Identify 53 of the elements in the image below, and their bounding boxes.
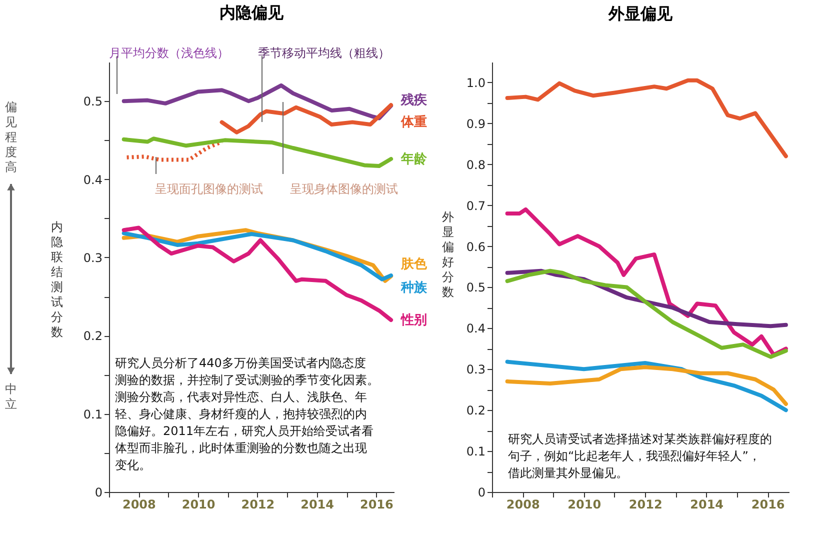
line-series — [505, 360, 788, 412]
line-series — [122, 83, 394, 120]
y-tick-label: 0.8 — [466, 158, 486, 172]
series-label: 年龄 — [400, 152, 428, 167]
annotation: 呈现面孔图像的测试 — [155, 182, 263, 196]
text: 偏见程度高 — [5, 100, 17, 174]
annotation: 研究人员请受试者选择描述对某类族群偏好程度的句子，例如“比起老年人，我强烈偏好年轻人”，借此测量其外显偏见。 — [508, 432, 772, 480]
line-series — [220, 103, 394, 134]
x-tick-label: 2014 — [300, 498, 334, 512]
text: 中立 — [5, 382, 17, 411]
series-label: 体重 — [400, 114, 428, 130]
x-tick-label: 2016 — [360, 498, 394, 512]
y-axis-title: 内隐联结测试分数 — [51, 220, 63, 339]
x-tick-label: 2016 — [751, 498, 785, 512]
x-tick-label: 2012 — [628, 498, 662, 512]
y-tick-label: 1.0 — [466, 76, 486, 90]
y-tick-label: 0.5 — [83, 94, 102, 109]
y-tick-label: 0.2 — [83, 329, 102, 344]
y-tick-label: 0 — [94, 486, 102, 500]
text: 月平均分数（浅色线） — [109, 46, 229, 60]
y-tick-label: 0.1 — [466, 444, 486, 459]
y-tick-label: 0.4 — [83, 172, 102, 187]
y-tick-label: 0.9 — [466, 116, 486, 131]
annotation: 研究人员分析了440多万份美国受试者内隐态度测验的数据，并控制了受试测验的季节变化因素。测验分数高，代表对异性恋、白人、浅肤色、年轻、身心健康、身材纤瘦的人，抱持较强烈的内隐偏好。2011年左右，研究人员开始给受试者看体型而非脸孔，此时体重测验的分数也随之出现变化。 — [115, 356, 379, 472]
x-tick-label: 2008 — [122, 498, 156, 512]
line-series — [505, 268, 788, 359]
series-label: 残疾 — [400, 92, 428, 108]
text: 季节移动平均线（粗线） — [258, 46, 390, 60]
y-tick-label: 0.4 — [466, 322, 486, 336]
line-series — [122, 226, 394, 322]
chart-title: 内隐偏见 — [220, 3, 284, 22]
chart-title: 外显偏见 — [608, 4, 674, 23]
x-tick-label: 2010 — [568, 498, 602, 512]
y-tick-label: 0 — [478, 486, 486, 500]
x-tick-label: 2010 — [182, 498, 216, 512]
x-tick-label: 2014 — [690, 498, 724, 512]
series-label: 种族 — [400, 279, 428, 296]
y-tick-label: 0.5 — [466, 280, 486, 295]
y-tick-label: 0.3 — [83, 250, 102, 265]
x-tick-label: 2008 — [506, 498, 540, 512]
y-tick-label: 0.1 — [83, 407, 102, 422]
y-axis-title: 外显偏好分数 — [442, 210, 454, 299]
line-series — [505, 78, 788, 158]
y-tick-label: 0.3 — [466, 362, 486, 377]
line-series — [505, 365, 788, 406]
series-label: 性别 — [400, 313, 428, 328]
y-tick-label: 0.6 — [466, 240, 486, 254]
annotation: 呈现身体图像的测试 — [290, 182, 398, 196]
x-tick-label: 2012 — [241, 498, 275, 512]
y-tick-label: 0.2 — [466, 404, 486, 418]
series-label: 肤色 — [400, 257, 428, 272]
y-tick-label: 0.7 — [466, 198, 486, 213]
line-series — [122, 136, 394, 168]
